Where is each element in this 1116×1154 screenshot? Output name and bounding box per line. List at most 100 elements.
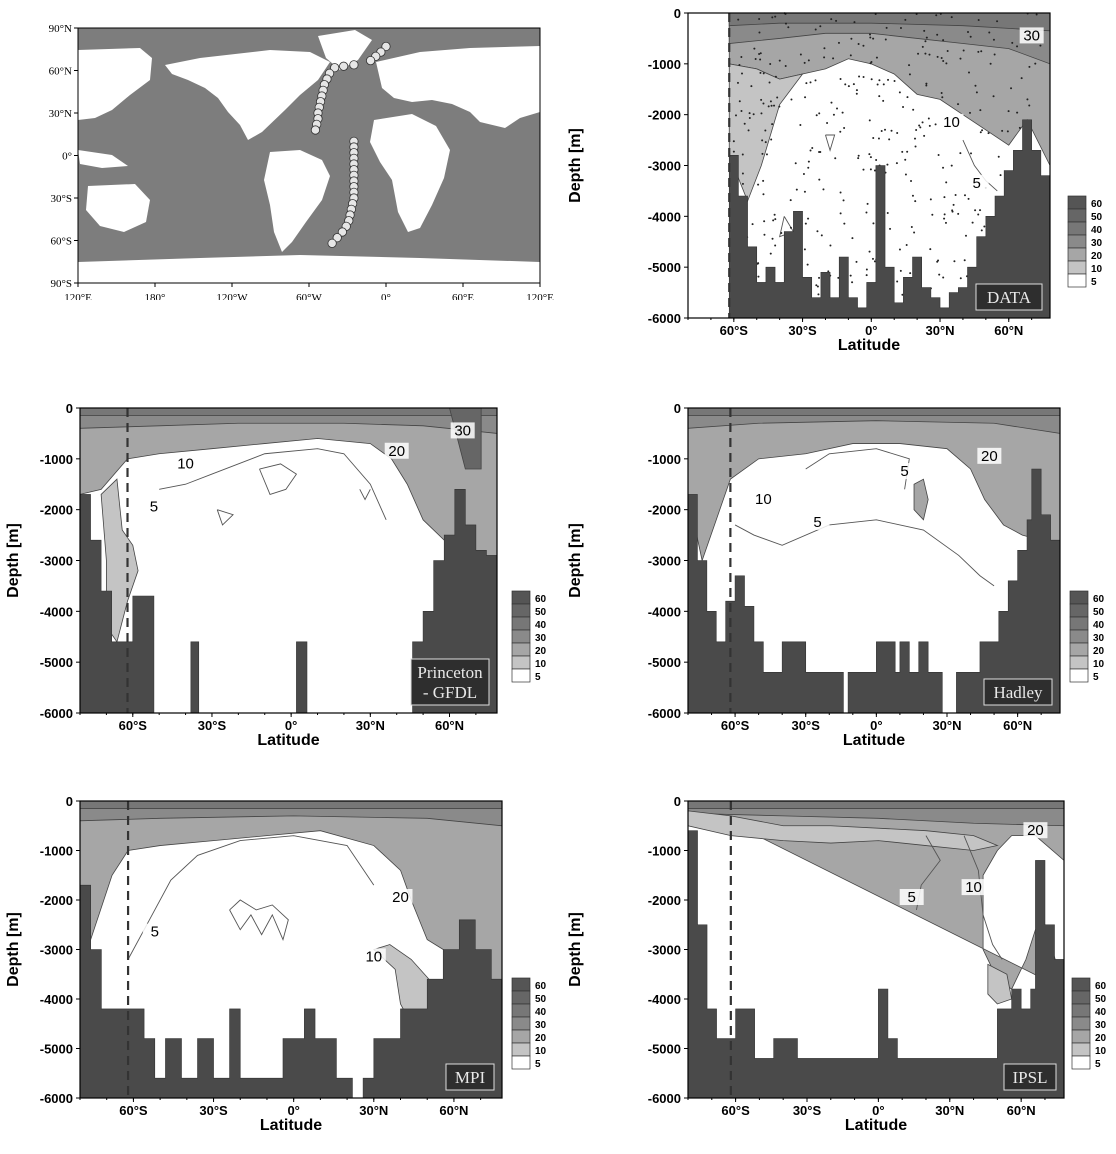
- observation-dot: [1011, 41, 1014, 44]
- observation-dot: [760, 112, 763, 115]
- legend-label: 30: [535, 633, 547, 644]
- y-tick-label: -4000: [40, 992, 73, 1007]
- legend-label: 50: [1095, 994, 1107, 1005]
- observation-dot: [851, 281, 854, 284]
- x-tick-label: 60°S: [119, 718, 148, 733]
- observation-dot: [969, 35, 972, 38]
- contour-label: 5: [150, 499, 158, 516]
- observation-dot: [852, 83, 855, 86]
- y-tick-label: -4000: [648, 604, 681, 619]
- observation-dot: [869, 168, 872, 171]
- observation-dot: [862, 168, 865, 171]
- observation-dot: [951, 209, 954, 212]
- contour-label-bg: [892, 463, 917, 480]
- observation-dot: [799, 53, 802, 56]
- observation-dot: [875, 56, 878, 59]
- y-axis-label: Depth [m]: [5, 523, 22, 598]
- x-tick-label: 0°: [870, 718, 882, 733]
- observation-dot: [872, 37, 875, 40]
- observation-dot: [761, 152, 764, 155]
- observation-dot: [918, 124, 921, 127]
- observation-dot: [757, 183, 760, 186]
- observation-dot: [790, 98, 793, 101]
- legend-label: 60: [535, 594, 547, 605]
- lon-tick-label: 120°E: [526, 292, 554, 300]
- land-europe-asia-west: [376, 46, 540, 128]
- legend-swatch: [1071, 1003, 1091, 1018]
- legend-swatch: [511, 977, 531, 992]
- contour-label-bg: [173, 455, 198, 472]
- x-tick-label: 30°S: [792, 718, 821, 733]
- legend-swatch: [1067, 208, 1087, 223]
- y-tick-label: -2000: [648, 503, 681, 518]
- observation-dot: [866, 202, 869, 205]
- observation-dot: [818, 178, 821, 181]
- observation-dot: [1039, 44, 1042, 47]
- land-africa: [370, 114, 450, 232]
- lat-tick-label: 30°N: [49, 108, 72, 120]
- x-tick-label: 60°S: [720, 323, 749, 338]
- observation-dot: [784, 64, 787, 67]
- observation-dot: [927, 117, 930, 120]
- legend-label: 30: [1093, 633, 1105, 644]
- observation-dot: [928, 124, 931, 127]
- observation-dot: [869, 62, 872, 65]
- observation-dot: [802, 172, 805, 175]
- observation-dot: [832, 113, 835, 116]
- legend-label: 20: [1095, 1033, 1107, 1044]
- legend-label: 50: [535, 994, 547, 1005]
- observation-dot: [759, 52, 762, 55]
- section-panel-hadley: 0 -1000 -2000 -3000 -4000 -5000 -6000 60°S 30°S 0…: [560, 395, 1116, 765]
- legend-label: 40: [535, 620, 547, 631]
- observation-dot: [886, 212, 889, 215]
- observation-dot: [871, 257, 874, 260]
- contour-label-bg: [1019, 27, 1044, 44]
- observation-dot: [964, 234, 967, 237]
- observation-dot: [873, 260, 876, 263]
- y-tick-label: 0: [66, 794, 73, 809]
- legend-swatch: [511, 1055, 531, 1070]
- observation-dot: [814, 28, 817, 31]
- observation-dot: [732, 140, 735, 143]
- observation-dot: [769, 252, 772, 255]
- y-tick-label: -6000: [648, 706, 681, 721]
- observation-dot: [794, 162, 797, 165]
- y-tick-label: -2000: [648, 893, 681, 908]
- y-tick-label: -1000: [40, 844, 73, 859]
- observation-dot: [823, 47, 826, 50]
- observation-dot: [872, 137, 875, 140]
- observation-dot: [935, 14, 938, 17]
- observation-dot: [804, 222, 807, 225]
- observation-dot: [849, 54, 852, 57]
- observation-dot: [857, 154, 860, 157]
- legend-swatch: [1071, 1042, 1091, 1057]
- observation-dot: [815, 284, 818, 287]
- contour-region-20: [913, 478, 929, 521]
- observation-dot: [734, 114, 737, 117]
- observation-dot: [923, 134, 926, 137]
- station-marker: [327, 238, 337, 248]
- contour-label: 20: [392, 889, 409, 906]
- x-tick-label: 60°N: [435, 718, 464, 733]
- observation-dot: [945, 62, 948, 65]
- observation-dot: [974, 84, 977, 87]
- observation-dot: [814, 79, 817, 82]
- contour-label-bg: [1023, 822, 1048, 839]
- observation-dot: [911, 194, 914, 197]
- contour-region-10: [987, 963, 1013, 1005]
- observation-dot: [1016, 45, 1019, 48]
- observation-dot: [943, 217, 946, 220]
- y-tick-label: 0: [674, 401, 681, 416]
- observation-dot: [913, 231, 916, 234]
- legend-swatch: [1069, 616, 1089, 631]
- station-marker: [332, 233, 342, 243]
- contour-region-10: [728, 63, 804, 203]
- lat-tick-label: 90°N: [49, 23, 72, 35]
- model-label: MPI: [455, 1068, 486, 1087]
- observation-dot: [832, 57, 835, 60]
- legend-swatch: [511, 629, 531, 644]
- observation-dot: [980, 229, 983, 232]
- observation-dot: [945, 181, 948, 184]
- y-tick-label: -2000: [40, 893, 73, 908]
- legend-label: 30: [1091, 238, 1103, 249]
